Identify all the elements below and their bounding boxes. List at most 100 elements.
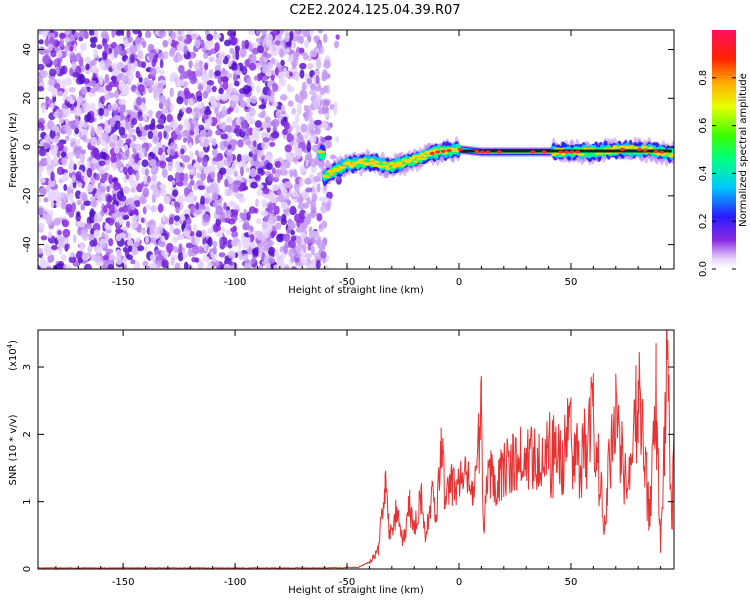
snr-multiplier-base: (x10 [8, 348, 19, 371]
noise-mark [38, 247, 44, 255]
noise-mark [112, 104, 118, 111]
noise-mark [131, 117, 138, 126]
noise-mark [219, 238, 224, 247]
signal-mark [383, 165, 389, 168]
noise-mark [140, 217, 145, 224]
noise-mark [314, 119, 322, 126]
noise-mark [188, 142, 193, 149]
noise-mark [172, 236, 179, 243]
noise-mark [287, 100, 294, 107]
noise-mark [306, 213, 311, 223]
noise-mark [161, 168, 168, 178]
noise-mark [144, 124, 150, 131]
noise-mark [203, 243, 208, 252]
noise-mark [232, 209, 239, 218]
peak-mark [474, 149, 480, 154]
noise-mark [182, 71, 189, 80]
noise-mark [254, 62, 262, 70]
noise-mark [288, 239, 296, 249]
noise-mark [127, 166, 134, 176]
noise-mark [253, 75, 258, 81]
noise-mark [103, 108, 110, 117]
noise-mark [56, 90, 64, 97]
noise-mark [263, 239, 271, 248]
peak-mark [575, 150, 581, 154]
colorbar-label: Normalized spectral amplitude [738, 73, 749, 227]
noise-mark [257, 45, 265, 54]
noise-mark [196, 95, 203, 102]
noise-mark [230, 227, 237, 233]
noise-mark [123, 144, 129, 151]
noise-mark [147, 130, 154, 140]
noise-mark [250, 242, 257, 249]
snr-multiplier: (x104) [6, 340, 19, 371]
noise-mark [181, 106, 186, 113]
noise-mark [114, 45, 123, 55]
noise-mark [232, 180, 241, 188]
noise-mark [233, 170, 238, 177]
noise-mark [313, 35, 319, 44]
noise-mark [202, 90, 209, 99]
noise-mark [100, 140, 107, 147]
noise-mark [255, 218, 263, 224]
noise-mark [119, 104, 126, 111]
noise-mark [189, 98, 194, 107]
noise-mark [61, 175, 69, 182]
noise-mark [307, 244, 312, 251]
noise-mark [76, 250, 84, 261]
noise-mark [248, 107, 256, 117]
colorbar-gradient [712, 30, 736, 269]
noise-mark [202, 253, 208, 262]
noise-mark [78, 30, 86, 38]
noise-mark [118, 195, 127, 202]
noise-mark [62, 228, 71, 238]
noise-mark [64, 124, 71, 134]
noise-mark [64, 243, 69, 252]
noise-mark [318, 223, 323, 230]
noise-mark [142, 187, 150, 198]
noise-mark [262, 187, 270, 195]
noise-mark [135, 171, 140, 182]
noise-mark [320, 87, 325, 96]
noise-mark [86, 184, 94, 193]
noise-mark [130, 54, 135, 64]
noise-mark [323, 264, 329, 269]
snr-y-tick-label-1: 1 [22, 498, 33, 504]
noise-mark [53, 39, 60, 49]
noise-mark [197, 84, 204, 92]
noise-mark [218, 87, 224, 95]
spectrogram-y-tick-label-3: 20 [22, 92, 33, 105]
noise-mark [80, 42, 87, 52]
peak-mark [435, 150, 441, 154]
noise-mark [98, 160, 106, 167]
noise-mark [293, 252, 302, 259]
noise-mark [158, 30, 167, 38]
noise-mark [88, 30, 95, 36]
noise-mark [245, 167, 250, 173]
noise-mark [292, 156, 298, 163]
noise-mark [84, 263, 92, 269]
noise-mark [38, 207, 44, 216]
noise-mark [122, 186, 130, 194]
spectrogram-y-tick-label-1: -20 [22, 188, 33, 204]
noise-mark [158, 52, 165, 60]
noise-mark [191, 235, 195, 246]
noise-mark [47, 190, 52, 201]
noise-mark [269, 155, 273, 163]
noise-mark [304, 115, 309, 122]
noise-mark [83, 175, 88, 183]
peak-mark [446, 148, 452, 153]
noise-mark [137, 115, 144, 122]
noise-mark [274, 169, 281, 179]
noise-mark [134, 37, 142, 46]
noise-mark [98, 166, 107, 175]
noise-mark [133, 241, 140, 248]
noise-mark [73, 43, 78, 53]
snr-x-tick-label-1: -100 [224, 577, 247, 588]
noise-mark [228, 82, 234, 89]
noise-mark [60, 65, 66, 75]
noise-mark [219, 167, 227, 175]
noise-mark [279, 94, 288, 101]
noise-mark [307, 115, 312, 122]
noise-mark [284, 144, 292, 153]
